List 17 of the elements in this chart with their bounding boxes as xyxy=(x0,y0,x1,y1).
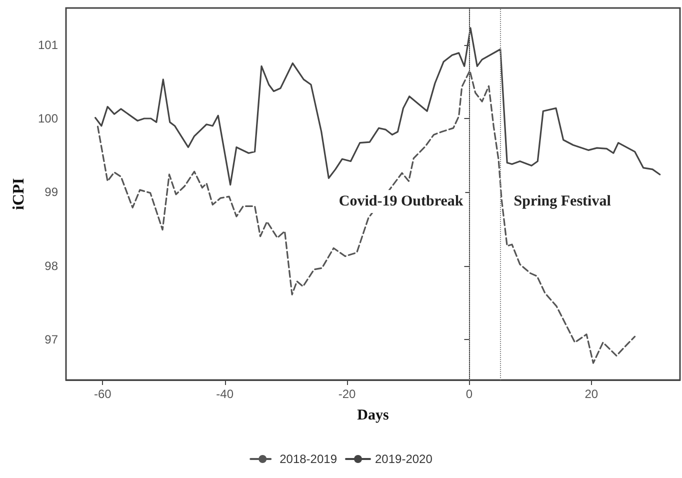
line-series xyxy=(96,70,636,364)
legend-label: 2019-2020 xyxy=(375,452,433,466)
x-tick-label: -20 xyxy=(338,387,356,401)
y-tick-label: 97 xyxy=(44,332,58,346)
x-tick-label: 0 xyxy=(466,387,473,401)
x-tick-label: -40 xyxy=(216,387,234,401)
y-tick-label: 101 xyxy=(38,38,58,52)
y-tick-label: 98 xyxy=(44,258,58,273)
ref-line-label: Spring Festival xyxy=(514,193,611,210)
y-axis-title: iCPI xyxy=(10,178,28,210)
y-tick-label: 99 xyxy=(44,185,58,200)
x-tick-label: 20 xyxy=(584,387,598,401)
x-tick-label: -60 xyxy=(94,387,112,401)
ref-line-label: Covid-19 Outbreak xyxy=(338,193,464,210)
x-axis-title: Days xyxy=(357,408,389,424)
legend-label: 2018-2019 xyxy=(280,452,338,466)
y-tick-label: 100 xyxy=(38,111,58,126)
